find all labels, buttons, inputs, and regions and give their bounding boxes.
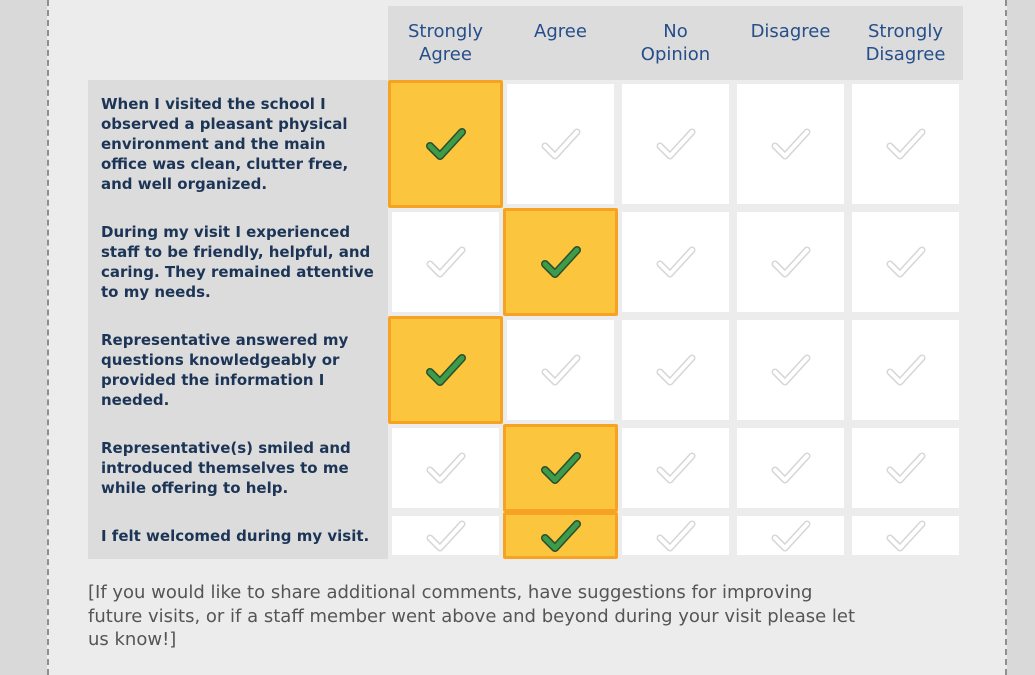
checkmark-icon xyxy=(886,246,925,278)
checkmark-icon xyxy=(656,520,695,551)
rating-option-strongly-disagree[interactable] xyxy=(852,212,959,312)
rating-option-no-opinion[interactable] xyxy=(622,428,729,508)
question-text-line: observed a pleasant physical xyxy=(101,115,348,133)
checkmark-icon xyxy=(771,128,810,160)
question-text: Representative answered my questions know… xyxy=(101,330,377,410)
question-text-line: Representative answered my xyxy=(101,331,349,349)
question-text-line: office was clean, clutter free, xyxy=(101,155,349,173)
rating-option-strongly-disagree[interactable] xyxy=(852,84,959,204)
question-text-line: while offering to help. xyxy=(101,479,289,497)
checkmark-icon xyxy=(540,519,581,552)
rating-option-strongly-disagree[interactable] xyxy=(852,428,959,508)
question-text-line: questions knowledgeably or xyxy=(101,351,340,369)
question-text-line: needed. xyxy=(101,391,170,409)
rating-option-disagree[interactable] xyxy=(737,320,844,420)
rating-option-strongly-disagree[interactable] xyxy=(852,320,959,420)
question-text-line: During my visit I experienced xyxy=(101,223,351,241)
rating-option-strongly-agree[interactable] xyxy=(392,212,499,312)
column-header-line: Agree xyxy=(534,21,587,42)
question-text: During my visit I experienced staff to be… xyxy=(101,222,377,302)
checkmark-icon xyxy=(541,128,580,160)
rating-option-agree[interactable] xyxy=(503,512,618,559)
column-header-line: Disagree xyxy=(865,44,946,65)
rating-option-no-opinion[interactable] xyxy=(622,84,729,204)
question-text-line: Representative(s) smiled and xyxy=(101,439,351,457)
column-header: Disagree xyxy=(733,20,848,43)
checkmark-icon xyxy=(426,246,465,278)
question-text-line: environment and the main xyxy=(101,135,326,153)
question-text: When I visited the school I observed a pl… xyxy=(101,94,377,194)
question-text-line: introduced themselves to me xyxy=(101,459,349,477)
column-header-line: Strongly xyxy=(868,21,943,42)
rating-option-agree[interactable] xyxy=(507,84,614,204)
checkmark-icon xyxy=(886,520,925,551)
rating-option-no-opinion[interactable] xyxy=(622,516,729,555)
rating-option-disagree[interactable] xyxy=(737,212,844,312)
column-header-line: Disagree xyxy=(750,21,831,42)
comments-prompt-line: us know!] xyxy=(88,629,177,650)
checkmark-icon xyxy=(426,452,465,484)
question-text-line: to my needs. xyxy=(101,283,211,301)
rating-option-agree[interactable] xyxy=(503,424,618,512)
checkmark-icon xyxy=(656,452,695,484)
questions-column xyxy=(88,80,388,559)
question-text-line: and well organized. xyxy=(101,175,268,193)
question-text-line: caring. They remained attentive xyxy=(101,263,374,281)
checkmark-icon xyxy=(540,452,581,484)
rating-option-agree[interactable] xyxy=(503,208,618,316)
checkmark-icon xyxy=(771,246,810,278)
checkmark-icon xyxy=(771,354,810,386)
checkmark-icon xyxy=(771,452,810,484)
rating-option-disagree[interactable] xyxy=(737,84,844,204)
rating-option-no-opinion[interactable] xyxy=(622,320,729,420)
column-header-line: Agree xyxy=(419,44,472,65)
rating-option-strongly-agree[interactable] xyxy=(392,516,499,555)
rating-option-strongly-agree[interactable] xyxy=(392,428,499,508)
question-text-line: staff to be friendly, helpful, and xyxy=(101,243,371,261)
checkmark-icon xyxy=(771,520,810,551)
question-text-line: When I visited the school I xyxy=(101,95,326,113)
checkmark-icon xyxy=(425,354,466,386)
column-header: Agree xyxy=(503,20,618,43)
checkmark-icon xyxy=(656,246,695,278)
checkmark-icon xyxy=(541,354,580,386)
column-header: No Opinion xyxy=(618,20,733,66)
rating-option-strongly-agree[interactable] xyxy=(388,316,503,424)
question-text: Representative(s) smiled and introduced t… xyxy=(101,438,377,498)
checkmark-icon xyxy=(425,128,466,160)
rating-option-disagree[interactable] xyxy=(737,516,844,555)
rating-option-strongly-disagree[interactable] xyxy=(852,516,959,555)
checkmark-icon xyxy=(426,520,465,551)
column-header-line: Opinion xyxy=(640,44,711,65)
column-header: Strongly Disagree xyxy=(848,20,963,66)
checkmark-icon xyxy=(886,128,925,160)
comments-prompt-line: future visits, or if a staff member went… xyxy=(88,605,856,627)
rating-option-strongly-agree[interactable] xyxy=(388,80,503,208)
checkmark-icon xyxy=(886,452,925,484)
checkmark-icon xyxy=(656,354,695,386)
column-header: Strongly Agree xyxy=(388,20,503,66)
rating-option-agree[interactable] xyxy=(507,320,614,420)
comments-prompt: [If you would like to share additional c… xyxy=(88,581,958,652)
rating-option-no-opinion[interactable] xyxy=(622,212,729,312)
checkmark-icon xyxy=(540,246,581,278)
column-header-line: Strongly xyxy=(408,21,483,42)
rating-header-row xyxy=(388,6,963,80)
column-header-line: No xyxy=(663,21,688,42)
question-text-line: I felt welcomed during my visit. xyxy=(101,527,370,545)
question-text: I felt welcomed during my visit. xyxy=(101,526,377,546)
checkmark-icon xyxy=(886,354,925,386)
comments-prompt-line: [If you would like to share additional c… xyxy=(88,582,813,603)
rating-option-disagree[interactable] xyxy=(737,428,844,508)
question-text-line: provided the information I xyxy=(101,371,325,389)
checkmark-icon xyxy=(656,128,695,160)
